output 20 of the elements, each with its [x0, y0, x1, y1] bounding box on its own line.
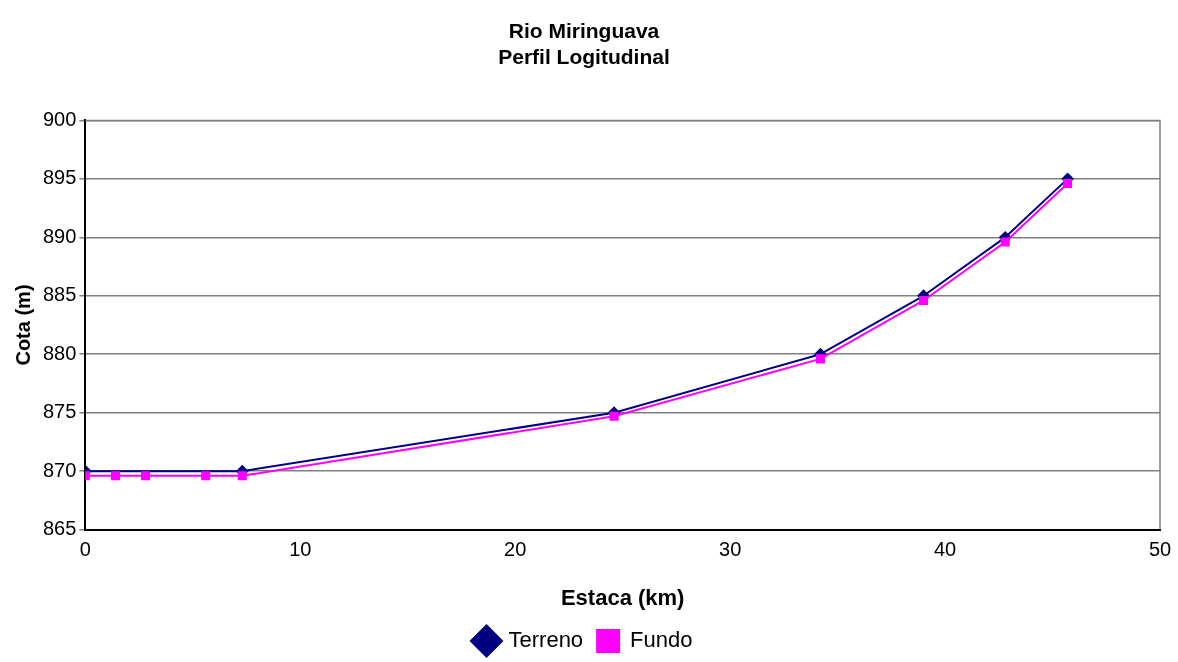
text: Rio Miringuava — [508, 19, 660, 43]
x-tick-label: 0 — [79, 538, 91, 561]
y-tick-label: 875 — [42, 400, 77, 423]
y-axis-title: Cota (m) — [11, 284, 34, 366]
x-tick-label: 30 — [719, 538, 742, 561]
legend-label: Terreno — [508, 627, 584, 653]
legend-label: Fundo — [630, 627, 693, 653]
y-tick-label: 895 — [42, 166, 77, 189]
x-tick-label: 20 — [504, 538, 527, 561]
x-axis-title: Estaca (km) — [560, 584, 685, 610]
y-tick-label: 900 — [42, 107, 77, 130]
x-tick-label: 50 — [1148, 538, 1172, 561]
text: Perfil Logitudinal — [498, 44, 670, 68]
x-tick-label: 10 — [289, 538, 312, 561]
y-tick-label: 890 — [42, 224, 77, 247]
x-tick-label: 40 — [933, 538, 957, 561]
y-tick-label: 885 — [42, 283, 77, 306]
y-tick-label: 865 — [42, 517, 77, 540]
y-tick-label: 870 — [42, 458, 77, 481]
y-tick-label: 880 — [42, 341, 77, 364]
